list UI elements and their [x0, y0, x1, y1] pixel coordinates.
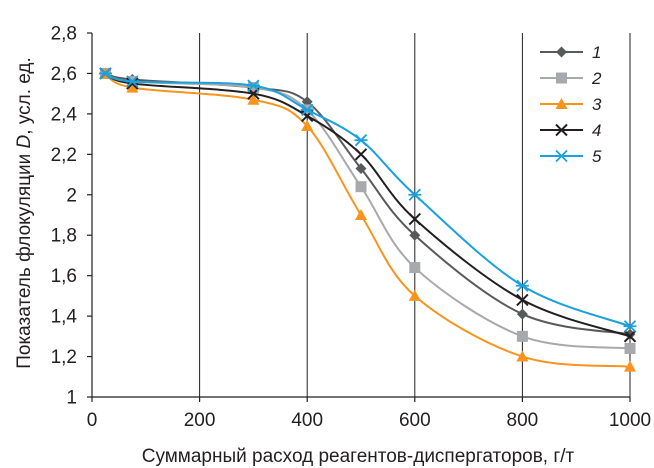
x-tick-label: 400: [291, 410, 323, 431]
series-2-point: [355, 181, 367, 193]
series-3-point: [126, 81, 139, 93]
legend-marker: [555, 149, 568, 163]
x-tick-label: 200: [184, 410, 216, 431]
y-tick-labels: 1 1,2 1,4 1,6 1,8 2 2,2 2,4 2,6 2,8: [51, 24, 78, 409]
series-3-point: [624, 360, 636, 372]
y-tick-label: 1,8: [51, 226, 77, 247]
series-4-point: [623, 330, 637, 343]
series-3: [99, 67, 636, 372]
legend-label: 5: [592, 147, 602, 166]
series-2-point: [516, 330, 528, 342]
series-2-point: [624, 342, 636, 354]
legend-label: 1: [592, 43, 601, 62]
legend-item-4: 4: [540, 121, 601, 140]
series-3-point: [516, 350, 529, 362]
series-2-line: [105, 72, 631, 350]
legend-label: 2: [591, 69, 602, 88]
series-5-point: [125, 75, 139, 88]
x-tick-label: 1000: [609, 410, 651, 431]
legend-item-3: 3: [540, 95, 602, 114]
y-tick-label: 2,6: [51, 64, 77, 85]
legend-marker: [556, 46, 567, 58]
y-axis-label: Показатель флокуляции D, усл. ед.: [14, 57, 35, 369]
series-4-line: [104, 72, 631, 338]
series-3-point: [408, 289, 421, 301]
series-1-point: [516, 308, 528, 320]
legend-label: 3: [592, 95, 602, 114]
series-3-point: [301, 120, 314, 132]
legend-marker: [555, 123, 568, 137]
series-3-point: [247, 93, 260, 105]
series-5-point: [623, 320, 637, 333]
legend-item-2: 2: [540, 69, 602, 88]
series-1-point: [409, 229, 421, 241]
y-tick-label: 2,4: [51, 104, 78, 125]
legend-item-5: 5: [540, 147, 602, 166]
legend-item-1: 1: [540, 43, 601, 62]
series-5-point: [246, 79, 260, 92]
series-4-point: [126, 77, 139, 90]
series-1-point: [624, 328, 636, 340]
legend-marker: [555, 98, 568, 109]
series-5-point: [300, 103, 314, 116]
x-tick-labels: 0 200 400 600 800 1000: [87, 410, 651, 431]
series-5-point: [515, 279, 529, 292]
series-3-line: [104, 72, 631, 368]
series-5: [98, 67, 637, 333]
legend-label: 4: [592, 121, 601, 140]
y-axis-label-symbol: D: [14, 134, 35, 148]
axes: [87, 32, 631, 402]
series-1-line: [105, 72, 631, 336]
series-5-point: [408, 188, 422, 201]
y-tick-label: 1: [66, 388, 77, 409]
legend-marker: [556, 72, 567, 84]
y-axis-label-suffix: , усл. ед.: [14, 57, 35, 135]
series-4-point: [408, 212, 422, 226]
legend: 1 2 3 4 5: [540, 43, 602, 166]
series-5-point: [98, 67, 112, 80]
y-tick-label: 1,4: [51, 307, 78, 328]
x-axis-label: Суммарный расход реагентов-диспергаторов…: [142, 446, 575, 467]
series-3-point: [355, 209, 367, 220]
y-axis-label-prefix: Показатель флокуляции: [14, 148, 35, 368]
series-2-point: [247, 82, 259, 94]
y-tick-label: 2,8: [51, 24, 77, 45]
x-tick-label: 0: [87, 410, 98, 431]
series-4-point: [516, 293, 529, 307]
series-1-point: [355, 162, 367, 174]
x-tick-label: 800: [507, 410, 539, 431]
series-group: [98, 67, 637, 372]
series-5-point: [354, 134, 368, 147]
series-4-point: [354, 148, 368, 161]
y-tick-label: 1,6: [51, 266, 77, 287]
series-1: [99, 67, 636, 340]
y-tick-label: 2,2: [51, 145, 77, 166]
series-2: [99, 67, 636, 354]
series-5-line: [105, 72, 631, 328]
x-tick-label: 600: [399, 410, 431, 431]
series-2-point: [409, 262, 421, 274]
y-tick-label: 2: [66, 185, 77, 206]
y-tick-label: 1,2: [51, 347, 77, 368]
